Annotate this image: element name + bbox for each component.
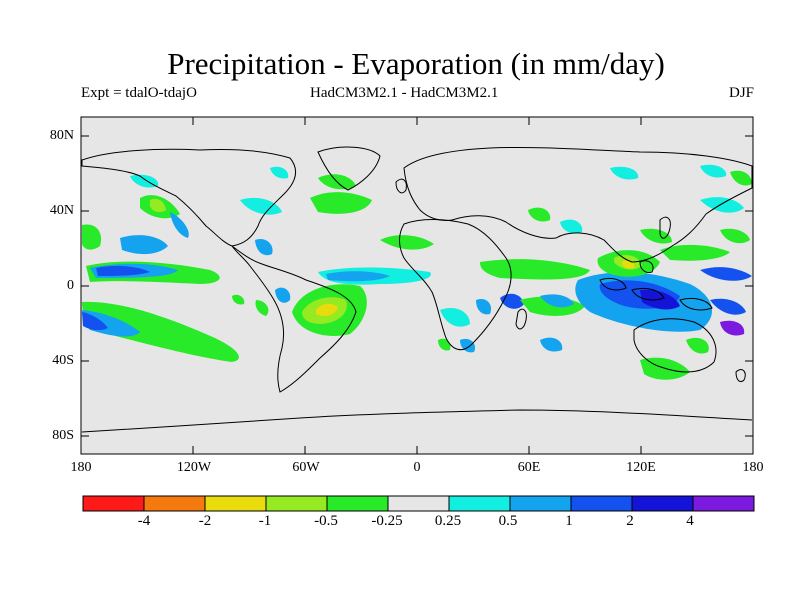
anomaly-region bbox=[560, 219, 583, 234]
coastlines bbox=[81, 146, 753, 433]
coastline bbox=[679, 297, 713, 311]
colorbar-swatch bbox=[631, 495, 694, 512]
anomaly-region bbox=[610, 166, 639, 180]
lon-label-180w: 180 bbox=[70, 460, 92, 475]
lat-label-80s: 80S bbox=[52, 428, 74, 443]
colorbar-label-p05: 0.5 bbox=[498, 513, 518, 529]
coastline bbox=[317, 146, 381, 191]
anomaly-region bbox=[660, 244, 730, 261]
anomaly-fields bbox=[82, 164, 752, 380]
anomaly-region bbox=[82, 224, 102, 250]
lat-label-40n: 40N bbox=[49, 203, 74, 218]
anomaly-region bbox=[540, 337, 563, 352]
plot-title: Precipitation - Evaporation (in mm/day) bbox=[167, 46, 665, 81]
anomaly-region bbox=[310, 192, 372, 214]
axis-ticks bbox=[80, 117, 754, 454]
colorbar-label-m4: -4 bbox=[137, 513, 151, 529]
experiment-label: Expt = tdalO-tdajO bbox=[81, 85, 197, 101]
anomaly-region bbox=[700, 267, 752, 281]
anomaly-region bbox=[720, 320, 745, 336]
colorbar-swatch bbox=[448, 495, 511, 512]
coastline bbox=[403, 146, 753, 263]
anomaly-region bbox=[232, 294, 245, 305]
anomaly-region bbox=[270, 166, 289, 179]
colorbar bbox=[82, 495, 755, 512]
model-label: HadCM3M2.1 - HadCM3M2.1 bbox=[310, 85, 499, 101]
colorbar-swatch bbox=[82, 495, 145, 512]
anomaly-region bbox=[82, 301, 239, 362]
anomaly-region bbox=[720, 228, 750, 244]
colorbar-swatch bbox=[692, 495, 755, 512]
anomaly-region bbox=[130, 174, 159, 188]
lat-label-80n: 80N bbox=[49, 128, 74, 143]
colorbar-swatch bbox=[265, 495, 328, 512]
coastline bbox=[631, 287, 665, 301]
lon-label-120e: 120E bbox=[626, 460, 656, 475]
colorbar-swatch bbox=[570, 495, 633, 512]
lat-label-40s: 40S bbox=[52, 353, 74, 368]
coastline bbox=[81, 148, 297, 247]
colorbar-label-p4: 4 bbox=[686, 513, 694, 529]
anomaly-region bbox=[255, 238, 273, 256]
anomaly-region bbox=[82, 312, 108, 331]
anomaly-region bbox=[255, 300, 269, 316]
coastline bbox=[659, 216, 671, 239]
coastline bbox=[231, 245, 357, 393]
anomaly-region bbox=[326, 271, 390, 282]
lon-label-0: 0 bbox=[413, 460, 421, 475]
coastline bbox=[399, 219, 512, 351]
anomaly-region bbox=[275, 287, 291, 303]
anomaly-region bbox=[170, 212, 189, 238]
colorbar-label-m1: -1 bbox=[258, 513, 272, 529]
anomaly-region bbox=[120, 235, 168, 255]
colorbar-swatch bbox=[326, 495, 389, 512]
colorbar-swatch bbox=[387, 495, 450, 512]
anomaly-region bbox=[240, 197, 282, 215]
anomaly-region bbox=[96, 265, 150, 276]
anomaly-region bbox=[622, 260, 635, 269]
anomaly-region bbox=[438, 338, 451, 351]
colorbar-swatch bbox=[143, 495, 206, 512]
colorbar-swatch bbox=[204, 495, 267, 512]
anomaly-region bbox=[500, 293, 524, 309]
lon-label-180e: 180 bbox=[742, 460, 764, 475]
anomaly-region bbox=[440, 307, 470, 327]
colorbar-label-p025: 0.25 bbox=[434, 513, 462, 529]
lon-label-60w: 60W bbox=[292, 460, 320, 475]
anomaly-region bbox=[150, 198, 166, 213]
lat-label-0: 0 bbox=[67, 278, 74, 293]
anomaly-region bbox=[476, 298, 492, 315]
coastline bbox=[639, 260, 654, 273]
anomaly-region bbox=[686, 337, 709, 354]
anomaly-region bbox=[380, 235, 434, 250]
coastline bbox=[515, 308, 527, 330]
anomaly-region bbox=[540, 294, 574, 308]
lon-label-60e: 60E bbox=[517, 460, 541, 475]
colorbar-swatch bbox=[509, 495, 572, 512]
coastline bbox=[599, 277, 627, 291]
colorbar-label-m05: -0.5 bbox=[314, 513, 338, 529]
colorbar-label-p2: 2 bbox=[626, 513, 634, 529]
season-label: DJF bbox=[728, 85, 754, 101]
anomaly-region bbox=[710, 298, 746, 315]
anomaly-region bbox=[700, 197, 744, 213]
coastline bbox=[81, 409, 753, 433]
colorbar-label-p1: 1 bbox=[565, 513, 573, 529]
coastline bbox=[633, 318, 717, 373]
anomaly-region bbox=[640, 228, 672, 244]
lon-label-120w: 120W bbox=[176, 460, 212, 475]
anomaly-region bbox=[480, 259, 590, 280]
colorbar-label-m025: -0.25 bbox=[371, 513, 403, 529]
coastline bbox=[735, 369, 746, 383]
anomaly-region bbox=[528, 207, 551, 222]
anomaly-region bbox=[700, 164, 727, 178]
anomaly-region bbox=[730, 170, 752, 186]
anomaly-region bbox=[316, 303, 338, 316]
colorbar-label-m2: -2 bbox=[198, 513, 212, 529]
coastline bbox=[395, 178, 407, 194]
